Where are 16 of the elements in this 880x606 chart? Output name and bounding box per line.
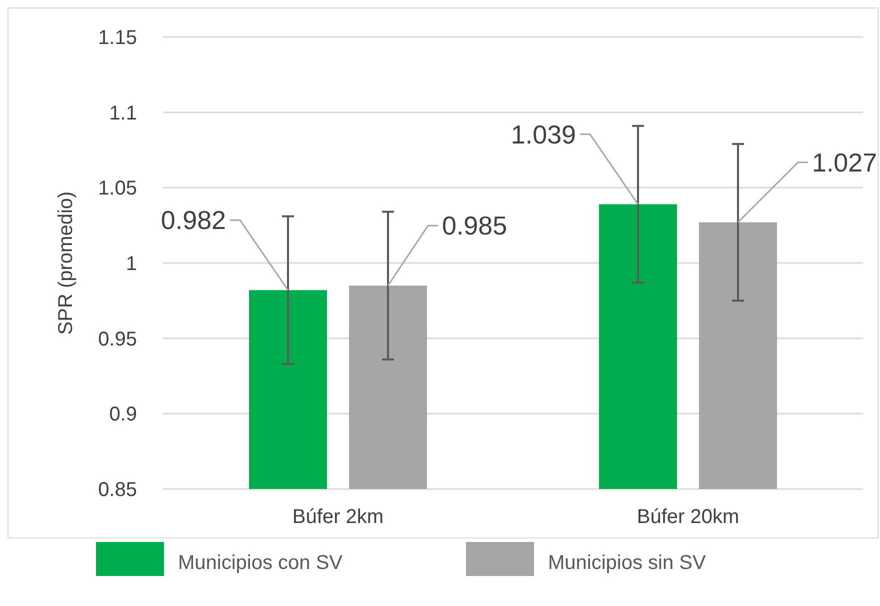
y-tick-label: 1.1 bbox=[109, 102, 137, 124]
y-tick-label: 1.05 bbox=[98, 178, 137, 200]
data-label: 0.982 bbox=[160, 205, 226, 236]
data-label: 1.027 bbox=[812, 147, 878, 178]
y-tick-label: 0.9 bbox=[109, 404, 137, 426]
y-tick-label: 0.85 bbox=[98, 479, 137, 501]
y-tick-label: 1.15 bbox=[98, 27, 137, 49]
y-tick-label: 1 bbox=[126, 253, 137, 275]
legend-label: Municipios con SV bbox=[178, 552, 344, 574]
y-axis-title: SPR (promedio) bbox=[55, 191, 77, 335]
data-label: 0.985 bbox=[442, 210, 508, 241]
data-label: 1.039 bbox=[510, 119, 576, 150]
y-tick-label: 0.95 bbox=[98, 328, 137, 350]
x-tick-label: Búfer 2km bbox=[292, 506, 384, 528]
x-tick-label: Búfer 20km bbox=[636, 506, 740, 528]
legend-label: Municipios sin SV bbox=[548, 552, 706, 574]
